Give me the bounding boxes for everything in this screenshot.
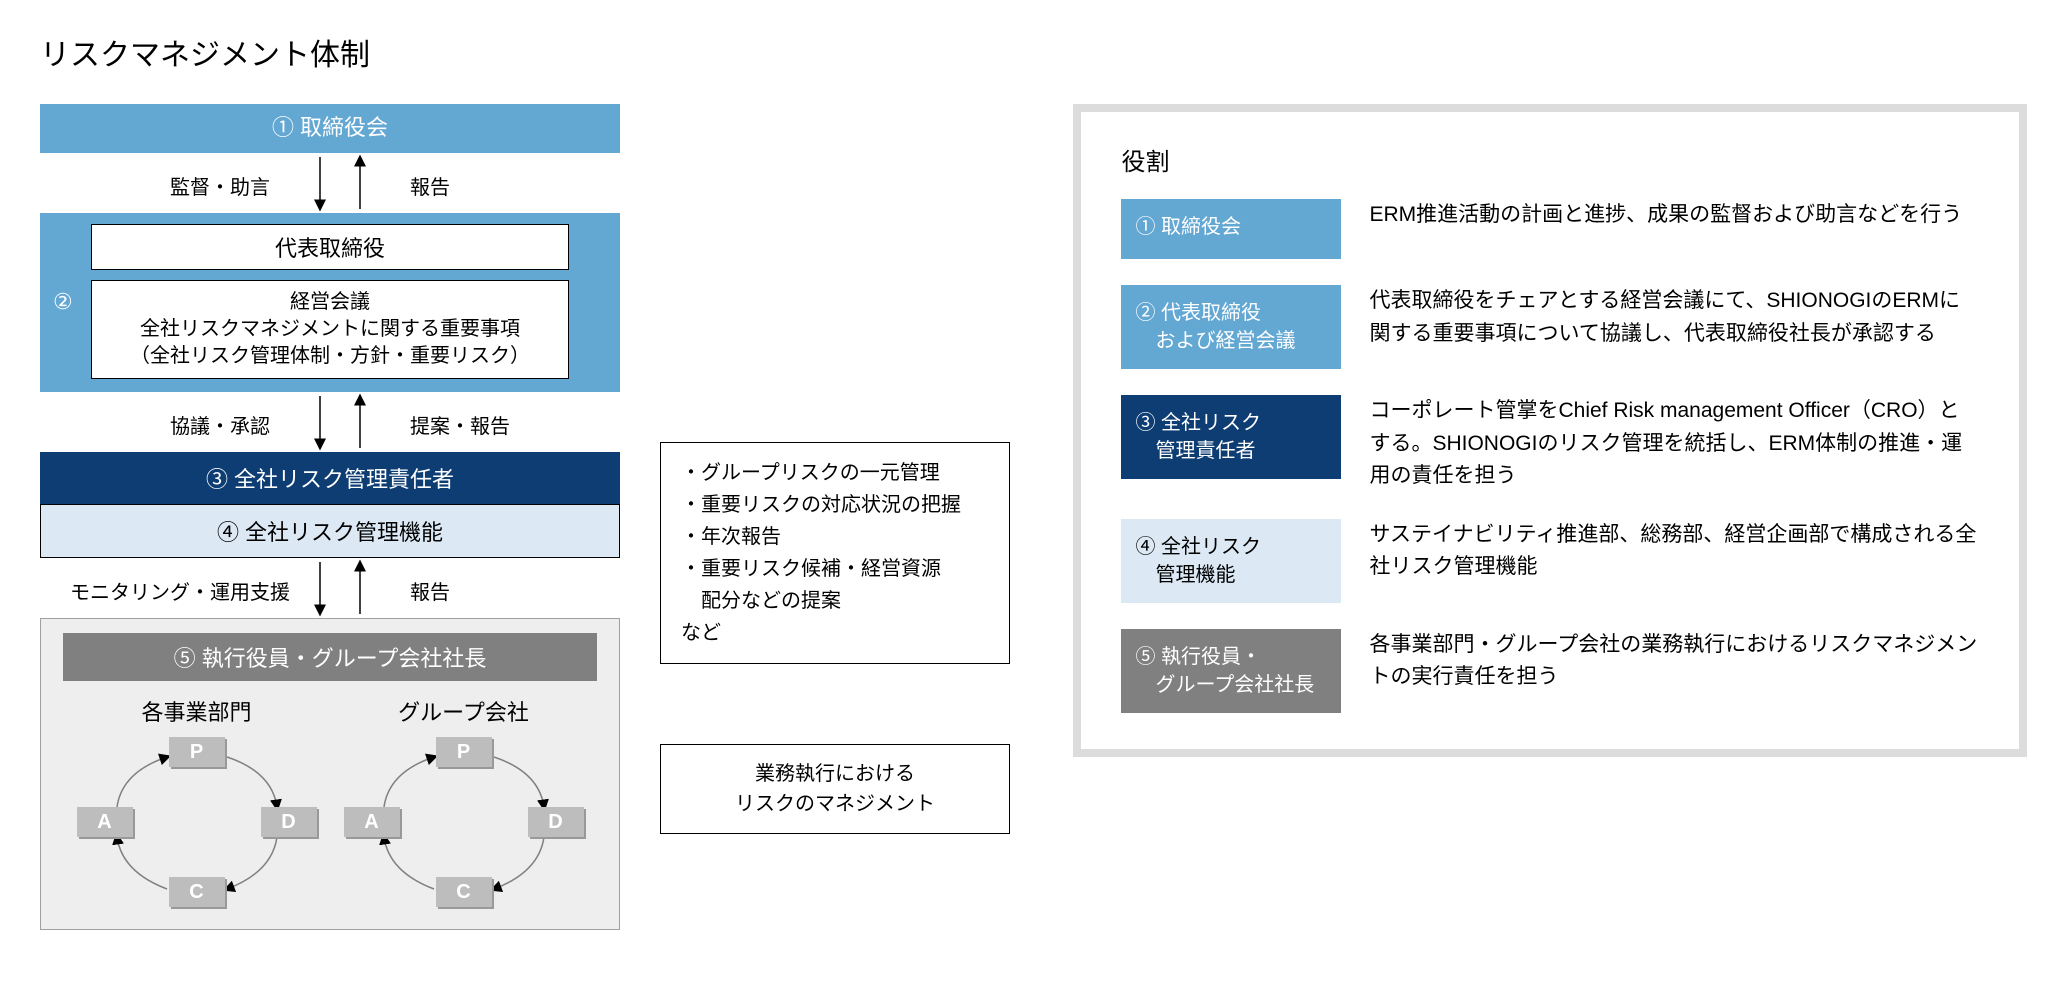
pdca-row: 各事業部門 P D C A (63, 695, 597, 907)
role-heading: 役割 (1121, 142, 1979, 177)
role-label: ① 取締役会 (1121, 199, 1341, 259)
box-cro: ③ 全社リスク管理責任者 (40, 452, 620, 504)
pdca-d: D (261, 807, 317, 837)
pdca-a: A (77, 807, 133, 837)
side-note-2: 業務執行における リスクのマネジメント (660, 744, 1010, 834)
box-mgmt-meeting: 経営会議 全社リスクマネジメントに関する重要事項 （全社リスク管理体制・方針・重… (91, 280, 569, 379)
role-row: ② 代表取締役 および経営会議代表取締役をチェアとする経営会議にて、SHIONO… (1121, 285, 1979, 369)
role-desc: 代表取締役をチェアとする経営会議にて、SHIONOGIのERMに関する重要事項に… (1369, 285, 1979, 350)
n1-l5: 配分などの提案 (681, 585, 989, 617)
arrow-gap-2: 協議・承認 提案・報告 (40, 392, 620, 452)
roles-container: ① 取締役会 ERM推進活動の計画と進捗、成果の監督および助言などを行う ② 代表取… (1121, 199, 1979, 713)
role-label: ③ 全社リスク 管理責任者 (1121, 395, 1341, 479)
pdca-right: グループ会社 P D C A (344, 695, 584, 907)
role-desc: サステイナビリティ推進部、総務部、経営企画部で構成される全社リスク管理機能 (1369, 519, 1979, 584)
pdca-right-title: グループ会社 (344, 695, 584, 727)
flow-column: ① 取締役会 監督・助言 報告 ② 代表取締役 (40, 104, 1003, 930)
arrow-gap-3: モニタリング・運用支援 報告 (40, 558, 620, 618)
pdca-left-title: 各事業部門 (77, 695, 317, 727)
box-rep-director: ② 代表取締役 経営会議 全社リスクマネジメントに関する重要事項 （全社リスク管… (40, 213, 620, 392)
pdca-cycle-right: P D C A (344, 737, 584, 907)
label-consult: 協議・承認 (170, 410, 270, 439)
box2-l2: 全社リスクマネジメントに関する重要事項 (102, 316, 558, 343)
role-desc: ERM推進活動の計画と進捗、成果の監督および助言などを行う (1369, 199, 1979, 232)
role-label: ④ 全社リスク 管理機能 (1121, 519, 1341, 603)
role-row: ① 取締役会 ERM推進活動の計画と進捗、成果の監督および助言などを行う (1121, 199, 1979, 259)
pdca-cycle-left: P D C A (77, 737, 317, 907)
box-exec-bar: ⑤ 執行役員・グループ会社社長 (63, 633, 597, 681)
role-label: ⑤ 執行役員・ グループ会社社長 (1121, 629, 1341, 713)
n1-l2: ・重要リスクの対応状況の把握 (681, 489, 989, 521)
pdca-p: P (436, 737, 492, 767)
role-column: 役割 ① 取締役会 ERM推進活動の計画と進捗、成果の監督および助言などを行う ② … (1073, 104, 2027, 757)
role-row: ③ 全社リスク 管理責任者コーポレート管掌をChief Risk managem… (1121, 395, 1979, 493)
pdca-c: C (436, 877, 492, 907)
n1-l3: ・年次報告 (681, 521, 989, 553)
flow-area: ① 取締役会 監督・助言 報告 ② 代表取締役 (40, 104, 620, 930)
n2-l1: 業務執行における (681, 759, 989, 789)
box2-l3: （全社リスク管理体制・方針・重要リスク） (102, 343, 558, 370)
pdca-a: A (344, 807, 400, 837)
arrow-gap-1: 監督・助言 報告 (40, 153, 620, 213)
n1-l1: ・グループリスクの一元管理 (681, 457, 989, 489)
box-board-directors: ① 取締役会 (40, 104, 620, 153)
label-report-1: 報告 (410, 171, 450, 200)
n1-l6: など (681, 617, 989, 649)
box-rep-title: 代表取締役 (91, 224, 569, 270)
label-monitoring: モニタリング・運用支援 (70, 576, 290, 605)
box2-l1: 経営会議 (102, 289, 558, 316)
role-panel: 役割 ① 取締役会 ERM推進活動の計画と進捗、成果の監督および助言などを行う ② … (1073, 104, 2027, 757)
box2-number: ② (53, 289, 73, 315)
role-desc: 各事業部門・グループ会社の業務執行におけるリスクマネジメントの実行責任を担う (1369, 629, 1979, 694)
role-row: ⑤ 執行役員・ グループ会社社長各事業部門・グループ会社の業務執行におけるリスク… (1121, 629, 1979, 713)
n1-l4: ・重要リスク候補・経営資源 (681, 553, 989, 585)
page-title: リスクマネジメント体制 (40, 30, 2027, 74)
side-note-1: ・グループリスクの一元管理 ・重要リスクの対応状況の把握 ・年次報告 ・重要リス… (660, 442, 1010, 664)
pdca-p: P (169, 737, 225, 767)
role-row: ④ 全社リスク 管理機能サステイナビリティ推進部、総務部、経営企画部で構成される… (1121, 519, 1979, 603)
label-report-3: 報告 (410, 576, 450, 605)
box-risk-function: ④ 全社リスク管理機能 (40, 504, 620, 558)
box-exec-outer: ⑤ 執行役員・グループ会社社長 各事業部門 P D (40, 618, 620, 930)
label-supervise: 監督・助言 (170, 171, 270, 200)
role-desc: コーポレート管掌をChief Risk management Officer（C… (1369, 395, 1979, 493)
main-row: ① 取締役会 監督・助言 報告 ② 代表取締役 (40, 104, 2027, 930)
n2-l2: リスクのマネジメント (681, 789, 989, 819)
label-proposal: 提案・報告 (410, 410, 510, 439)
pdca-d: D (528, 807, 584, 837)
pdca-c: C (169, 877, 225, 907)
arrows-1 (40, 153, 620, 213)
arrows-2 (40, 392, 620, 452)
pdca-left: 各事業部門 P D C A (77, 695, 317, 907)
role-label: ② 代表取締役 および経営会議 (1121, 285, 1341, 369)
